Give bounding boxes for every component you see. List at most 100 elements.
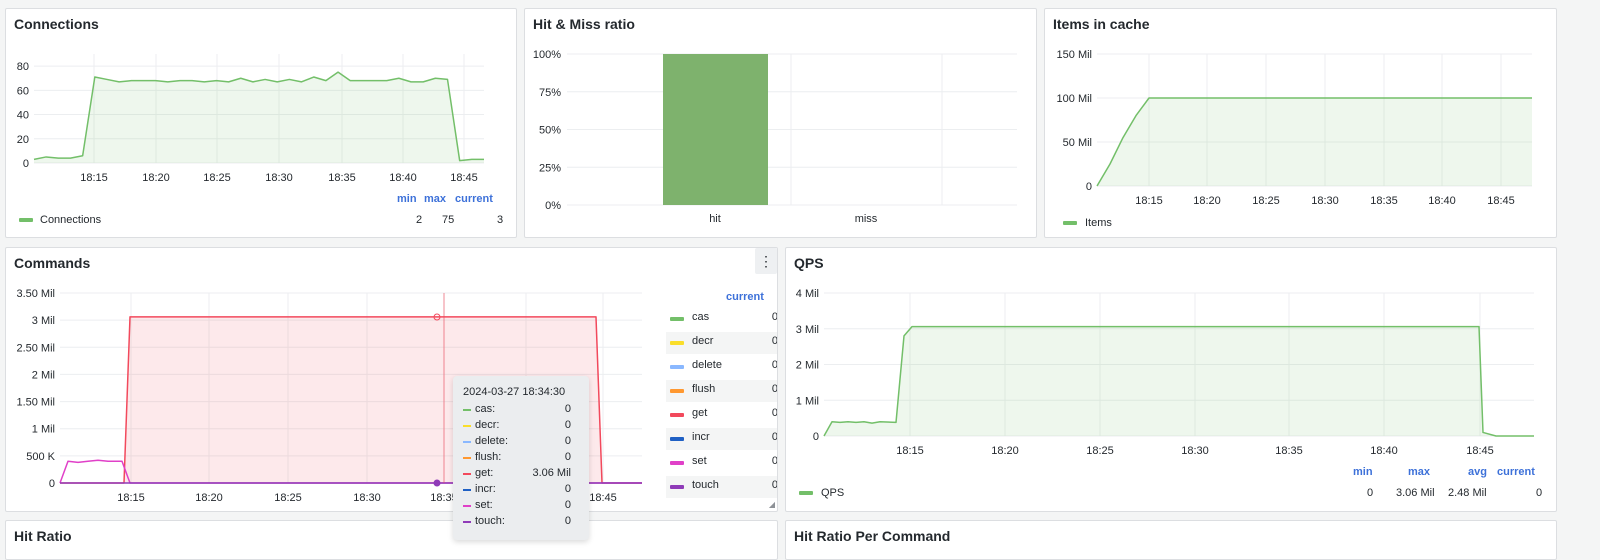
qps-chart[interactable]: 0 1 Mil 2 Mil 3 Mil 4 Mil 18:15 18:20 18:25 18:3… [786, 248, 1557, 512]
legend-item-value: 0 [771, 479, 778, 491]
hover-point-touch [433, 479, 441, 487]
legend-value-current: 0 [1536, 487, 1543, 499]
legend-item[interactable]: touch 0 [666, 476, 778, 498]
y-tick-label: 25% [539, 162, 561, 174]
legend-item[interactable]: decr 0 [666, 332, 778, 354]
series-line-qps [823, 325, 1534, 437]
series-line-items [1096, 97, 1532, 187]
tooltip-row-value: 0 [564, 419, 571, 431]
commands-panel: Commands ⋮ 0 500 K 1 Mil 1.50 Mil 2 Mil 2.50 … [5, 247, 778, 512]
legend-header-current[interactable]: current [1497, 466, 1535, 478]
series-area [34, 72, 484, 163]
items-panel: Items in cache 0 50 Mil 100 Mil 150 Mil 18:1… [1044, 8, 1557, 238]
y-tick-label: 3.50 Mil [16, 288, 55, 300]
panel-title: Hit Ratio [14, 528, 72, 544]
tooltip-row-name: touch: [475, 515, 505, 527]
legend-item-name: get [692, 407, 708, 419]
legend-header-min[interactable]: min [397, 193, 417, 205]
connections-chart[interactable]: 0 20 40 60 80 18:15 18:20 18:25 18:30 18:35 18:40 1… [6, 9, 517, 238]
legend-value-min: 0 [1367, 487, 1374, 499]
legend-swatch [670, 389, 684, 393]
series-area [1097, 98, 1532, 186]
x-tick-label: 18:35 [1370, 195, 1398, 207]
panel-title: Hit Ratio Per Command [794, 528, 951, 544]
x-tick-label: 18:45 [1466, 445, 1494, 457]
tooltip-row-value: 0 [564, 435, 571, 447]
tooltip-row-name: flush: [475, 451, 502, 463]
legend-swatch [670, 317, 684, 321]
y-tick-label: 2 Mil [796, 360, 819, 372]
legend-item-value: 0 [771, 455, 778, 467]
series-line-connections [33, 71, 484, 162]
panel-menu-icon[interactable]: ⋮ [755, 248, 777, 274]
y-tick-label: 50% [539, 125, 561, 137]
y-tick-label: 100 Mil [1057, 93, 1092, 105]
y-tick-label: 0 [813, 431, 819, 443]
legend-value-current: 3 [497, 214, 504, 226]
y-tick-label: 60 [17, 85, 29, 97]
legend-value-min: 2 [416, 214, 423, 226]
y-tick-label: 0 [49, 478, 55, 490]
commands-tooltip: 2024-03-27 18:34:30 cas: 0 decr: 0 delete:… [453, 376, 589, 540]
legend-swatch [19, 218, 33, 222]
legend-header-max[interactable]: max [1408, 466, 1431, 478]
y-tick-label: 50 Mil [1063, 137, 1092, 149]
x-tick-label: 18:45 [1487, 195, 1515, 207]
tooltip-swatch [463, 521, 471, 523]
legend-header-max[interactable]: max [424, 193, 447, 205]
panel-title: Connections [14, 16, 99, 32]
tooltip-row-value: 0 [564, 499, 571, 511]
legend-header-current[interactable]: current [726, 291, 764, 303]
legend-swatch [670, 461, 684, 465]
connections-panel: Connections 0 20 40 60 80 18:15 18:20 18:25 18:3… [5, 8, 517, 238]
legend-item[interactable]: flush 0 [666, 380, 777, 402]
legend-item[interactable]: get 0 [666, 404, 777, 426]
legend-series-name[interactable]: QPS [821, 487, 845, 499]
legend-value-max: 3.06 Mil [1396, 487, 1435, 499]
tooltip-row-name: decr: [475, 419, 500, 431]
legend-item-name: incr [692, 431, 710, 443]
tooltip-row: decr: 0 [463, 419, 571, 435]
legend-header-min[interactable]: min [1353, 466, 1373, 478]
x-tick-label: 18:30 [1181, 445, 1209, 457]
hit-ratio-panel: Hit Ratio [5, 520, 778, 560]
x-tick-label: 18:35 [430, 492, 458, 504]
tooltip-swatch [463, 457, 471, 459]
tooltip-swatch [463, 505, 471, 507]
tooltip-row: set: 0 [463, 499, 571, 515]
x-tick-label: 18:25 [203, 172, 231, 184]
x-tick-label: 18:30 [1311, 195, 1339, 207]
x-tick-label: 18:35 [1275, 445, 1303, 457]
legend-item[interactable]: set 0 [666, 452, 778, 474]
legend-item[interactable]: delete 0 [666, 356, 777, 378]
tooltip-row-name: incr: [475, 483, 496, 495]
x-tick-label: 18:20 [195, 492, 223, 504]
commands-chart[interactable]: 0 500 K 1 Mil 1.50 Mil 2 Mil 2.50 Mil 3 Mil 3.5… [6, 248, 778, 512]
commands-legend: cas 0 decr 0 delete 0 flush 0 get 0 incr 0 set… [666, 308, 778, 508]
tooltip-row: cas: 0 [463, 403, 571, 419]
legend-item-name: touch [692, 479, 719, 491]
legend-header-avg[interactable]: avg [1468, 466, 1487, 478]
legend-value-avg: 2.48 Mil [1448, 487, 1487, 499]
y-tick-label: 1.50 Mil [16, 397, 55, 409]
tooltip-swatch [463, 409, 471, 411]
legend-item-value: 0 [771, 335, 778, 347]
legend-series-name[interactable]: Items [1085, 217, 1112, 229]
tooltip-row: touch: 0 [463, 515, 571, 531]
hover-point-get [433, 313, 441, 321]
resize-handle-icon[interactable]: ◢ [768, 500, 775, 509]
items-chart[interactable]: 0 50 Mil 100 Mil 150 Mil 18:15 18:20 18:25 18:3… [1045, 9, 1557, 238]
hit-miss-chart[interactable]: 0% 25% 50% 75% 100% hit miss [525, 9, 1037, 238]
tooltip-swatch [463, 425, 471, 427]
y-tick-label: 2.50 Mil [16, 342, 55, 354]
legend-item[interactable]: cas 0 [666, 308, 777, 330]
legend-series-name[interactable]: Connections [40, 214, 102, 226]
legend-header-current[interactable]: current [455, 193, 493, 205]
legend-item-name: decr [692, 335, 714, 347]
x-tick-label: 18:15 [80, 172, 108, 184]
x-tick-label: 18:25 [274, 492, 302, 504]
tooltip-row: flush: 0 [463, 451, 571, 467]
legend-item[interactable]: incr 0 [666, 428, 777, 450]
x-tick-label: 18:40 [1428, 195, 1456, 207]
y-tick-label: 3 Mil [32, 315, 55, 327]
